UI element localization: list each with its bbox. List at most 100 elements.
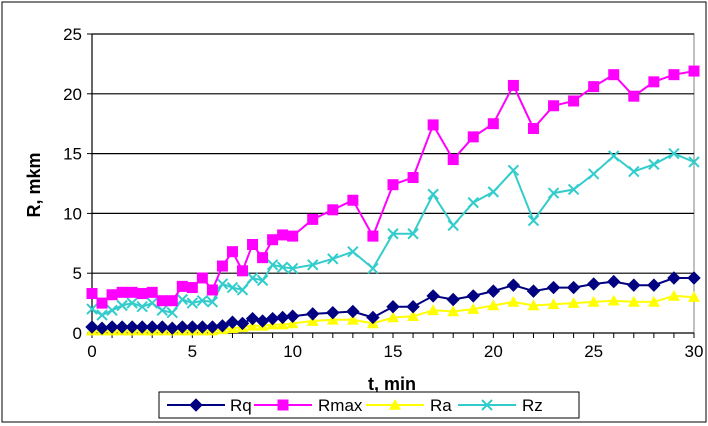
data-point-rq — [125, 320, 139, 334]
legend-item-rmax: Rmax — [254, 396, 363, 415]
data-point-rq — [85, 320, 99, 334]
data-point-rz — [236, 284, 249, 296]
data-point-rq — [195, 320, 210, 334]
data-point-ra — [487, 299, 500, 311]
data-point-rq — [175, 320, 190, 334]
data-point-ra — [507, 295, 520, 307]
data-point-rmax — [327, 204, 339, 216]
data-point-rmax — [628, 90, 640, 102]
series-rq — [85, 271, 701, 335]
data-point-rmax — [106, 289, 118, 301]
data-point-rq — [105, 320, 119, 334]
data-point-rq — [285, 309, 300, 323]
data-point-rmax — [387, 179, 399, 191]
data-point-rq — [566, 280, 581, 295]
data-point-rmax — [277, 229, 289, 241]
legend-item-rz: Rz — [458, 396, 543, 415]
data-point-rmax — [176, 280, 188, 292]
data-point-rmax — [688, 65, 700, 77]
data-point-rz — [387, 228, 399, 240]
data-point-rq — [135, 320, 149, 334]
data-point-rz — [327, 253, 339, 265]
data-point-rq — [667, 271, 681, 285]
data-point-rmax — [608, 69, 620, 81]
data-point-rq — [647, 278, 661, 292]
data-point-rmax — [166, 295, 178, 307]
x-tick-label: 15 — [384, 342, 403, 361]
data-point-rmax — [467, 131, 479, 143]
data-point-rq — [346, 304, 360, 319]
data-point-rmax — [86, 288, 98, 300]
data-point-rq — [145, 320, 159, 334]
data-point-rz — [467, 196, 479, 209]
data-point-rz — [276, 261, 289, 273]
data-point-ra — [346, 313, 359, 325]
y-tick-label: 25 — [63, 25, 82, 44]
legend-marker-rmax — [277, 399, 289, 411]
data-point-rmax — [216, 260, 228, 272]
data-point-rmax — [287, 230, 299, 242]
y-tick-label: 5 — [73, 264, 82, 283]
series-rmax — [86, 65, 700, 309]
data-point-rz — [286, 262, 299, 275]
data-point-rq — [205, 320, 220, 334]
data-point-rz — [166, 306, 178, 319]
data-point-rz — [96, 309, 108, 321]
data-point-rmax — [226, 246, 238, 258]
data-point-rmax — [126, 286, 138, 298]
data-point-rmax — [487, 118, 499, 130]
data-point-rmax — [407, 172, 419, 184]
data-point-ra — [627, 295, 640, 307]
data-point-rz — [628, 165, 640, 178]
data-point-rz — [206, 296, 219, 308]
legend-label-rmax: Rmax — [318, 396, 363, 415]
data-point-rq — [265, 311, 280, 326]
data-point-rmax — [427, 119, 439, 131]
data-point-rmax — [136, 288, 148, 300]
y-tick-label: 10 — [63, 204, 82, 223]
legend-marker-rq — [189, 398, 203, 412]
data-point-rmax — [568, 95, 580, 107]
series-rz — [86, 147, 700, 321]
data-point-rz — [136, 300, 148, 313]
data-point-rq — [275, 310, 290, 325]
data-point-rq — [115, 320, 129, 334]
x-tick-label: 30 — [685, 342, 704, 361]
data-point-rz — [116, 299, 128, 312]
y-tick-label: 15 — [63, 145, 82, 164]
data-point-rq — [586, 277, 601, 291]
data-point-rz — [587, 168, 600, 180]
data-point-rz — [226, 281, 239, 294]
data-point-rmax — [548, 100, 560, 112]
x-tick-label: 20 — [484, 342, 503, 361]
data-point-rq — [526, 284, 541, 298]
data-point-rz — [668, 147, 680, 160]
data-point-rz — [648, 158, 660, 171]
data-point-rz — [186, 297, 199, 309]
data-point-rq — [155, 320, 169, 334]
data-point-rq — [386, 299, 400, 314]
data-point-ra — [688, 291, 700, 302]
data-point-ra — [547, 298, 560, 310]
data-point-rz — [266, 259, 279, 271]
data-point-rz — [427, 188, 439, 200]
series-group — [85, 65, 701, 336]
data-point-rq — [306, 307, 320, 321]
data-point-rz — [176, 293, 189, 306]
data-point-rz — [507, 164, 520, 177]
data-point-rz — [487, 186, 500, 198]
data-point-rmax — [237, 265, 248, 277]
data-point-ra — [567, 297, 580, 308]
data-point-rq — [326, 305, 340, 320]
legend-item-ra: Ra — [366, 396, 452, 415]
legend-marker-rz — [481, 399, 493, 411]
legend-label-rq: Rq — [230, 396, 252, 415]
data-point-rq — [95, 321, 109, 335]
y-tick-label: 0 — [73, 324, 82, 343]
data-point-rmax — [668, 69, 680, 81]
data-point-rz — [196, 295, 209, 307]
data-point-rmax — [507, 79, 519, 91]
data-point-rz — [86, 303, 98, 315]
